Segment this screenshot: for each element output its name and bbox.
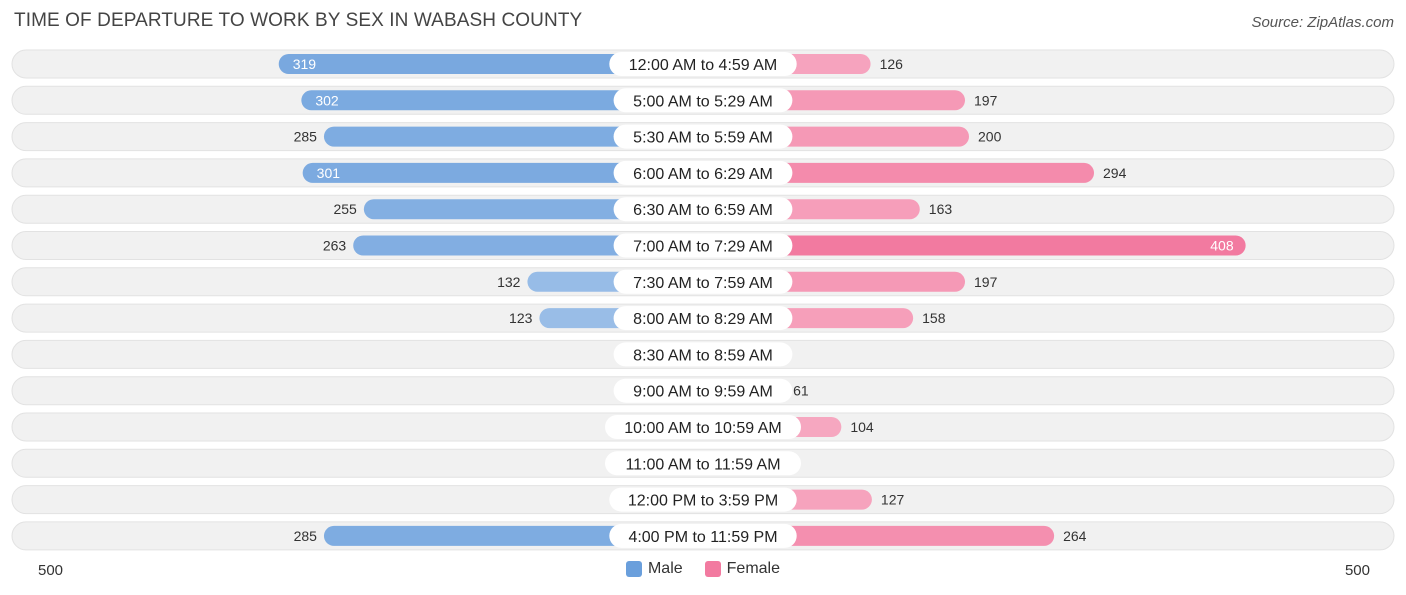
- source-note: Source: ZipAtlas.com: [1251, 14, 1394, 31]
- row-12: 4312712:00 PM to 3:59 PM: [11, 485, 1395, 515]
- male-bar: [278, 54, 703, 74]
- row-7: 123 158 8:00 AM to 8:29 AM: [11, 303, 1395, 333]
- category-pill: [613, 197, 793, 222]
- category-label: 10:00 AM to 10:59 AM: [624, 420, 781, 437]
- male-bar: [323, 126, 703, 147]
- category-pill: [605, 451, 801, 476]
- legend-label-male: Male: [647, 560, 683, 577]
- category-label: 7:00 AM to 7:29 AM: [633, 239, 773, 256]
- row-2: 285 200 5:30 AM to 5:59 AM: [11, 122, 1395, 152]
- female-value-label: 158: [922, 310, 946, 326]
- category-pill: [613, 160, 793, 185]
- category-label: 8:00 AM to 8:29 AM: [633, 311, 773, 328]
- category-pill: [613, 342, 793, 367]
- legend-item-male[interactable]: Male: [625, 560, 683, 578]
- category-label: 11:00 AM to 11:59 AM: [625, 456, 780, 473]
- legend-label-female: Female: [726, 560, 781, 577]
- male-value-label: 132: [497, 274, 521, 290]
- category-label: 6:00 AM to 6:29 AM: [633, 166, 773, 183]
- male-value-label: 123: [509, 310, 533, 326]
- female-value-label: 197: [974, 92, 998, 108]
- row-10: 5310410:00 AM to 10:59 AM: [11, 412, 1395, 442]
- category-pill: [609, 52, 797, 76]
- female-value-label: 127: [881, 492, 905, 508]
- female-swatch: [704, 561, 721, 577]
- row-5: 263 408 7:00 AM to 7:29 AM: [11, 231, 1395, 260]
- category-label: 4:00 PM to 11:59 PM: [628, 529, 777, 546]
- category-pill: [605, 415, 801, 439]
- female-value-label: 200: [978, 129, 1002, 145]
- row-0: 319 126 12:00 AM to 4:59 AM: [11, 49, 1395, 79]
- category-label: 9:00 AM to 9:59 AM: [633, 384, 773, 401]
- female-value-label: 264: [1063, 528, 1087, 544]
- category-pill: [613, 124, 793, 149]
- male-bar: [302, 162, 703, 183]
- row-8: 10408:30 AM to 8:59 AM: [11, 339, 1395, 369]
- legend-item-female[interactable]: Female: [704, 560, 781, 578]
- male-bar: [301, 90, 703, 111]
- female-value-label: 408: [1210, 238, 1234, 254]
- female-value-label: 197: [974, 274, 998, 290]
- category-label: 6:30 AM to 6:59 AM: [633, 202, 773, 219]
- male-swatch: [625, 561, 642, 577]
- category-pill: [609, 523, 797, 548]
- category-label: 12:00 PM to 3:59 PM: [628, 493, 778, 510]
- category-pill: [609, 487, 797, 512]
- chart-title: TIME OF DEPARTURE TO WORK BY SEX IN WABA…: [14, 10, 583, 31]
- row-11: 381811:00 AM to 11:59 AM: [11, 448, 1395, 478]
- chart-canvas: 319 126 12:00 AM to 4:59 AM 302 197 5:00 AM t…: [11, 49, 1395, 551]
- axis-right-label: 500: [1344, 562, 1370, 579]
- category-pill: [613, 269, 793, 294]
- category-pill: [613, 378, 793, 403]
- row-3: 301 294 6:00 AM to 6:29 AM: [11, 158, 1395, 188]
- male-value-label: 285: [294, 528, 318, 544]
- female-value-label: 126: [880, 56, 904, 72]
- category-label: 5:30 AM to 5:59 AM: [633, 130, 773, 147]
- category-pill: [613, 306, 793, 331]
- row-9: 25619:00 AM to 9:59 AM: [11, 376, 1395, 406]
- female-bar: [703, 162, 1095, 183]
- female-bar: [703, 235, 1246, 256]
- category-label: 7:30 AM to 7:59 AM: [633, 275, 773, 292]
- male-value-label: 263: [323, 238, 347, 254]
- axis-left-label: 500: [38, 562, 64, 579]
- male-value-label: 301: [317, 165, 341, 181]
- category-pill: [613, 233, 793, 258]
- row-6: 132 197 7:30 AM to 7:59 AM: [11, 267, 1395, 297]
- male-value-label: 255: [333, 201, 357, 217]
- male-value-label: 285: [294, 129, 318, 145]
- female-value-label: 163: [929, 201, 953, 217]
- female-value-label: 104: [850, 419, 874, 435]
- row-4: 255 163 6:30 AM to 6:59 AM: [11, 194, 1395, 224]
- category-label: 5:00 AM to 5:29 AM: [633, 93, 773, 110]
- male-value-label: 302: [315, 92, 339, 108]
- male-bar: [323, 525, 703, 546]
- category-label: 12:00 AM to 4:59 AM: [629, 57, 778, 74]
- category-pill: [613, 88, 793, 113]
- male-value-label: 319: [293, 56, 317, 72]
- legend: Male Female: [0, 560, 1406, 578]
- row-1: 302 197 5:00 AM to 5:29 AM: [11, 85, 1395, 115]
- category-label: 8:30 AM to 8:59 AM: [633, 347, 773, 364]
- female-value-label: 294: [1103, 165, 1127, 181]
- female-value-label: 61: [793, 383, 809, 399]
- row-13: 285 264 4:00 PM to 11:59 PM: [11, 521, 1395, 551]
